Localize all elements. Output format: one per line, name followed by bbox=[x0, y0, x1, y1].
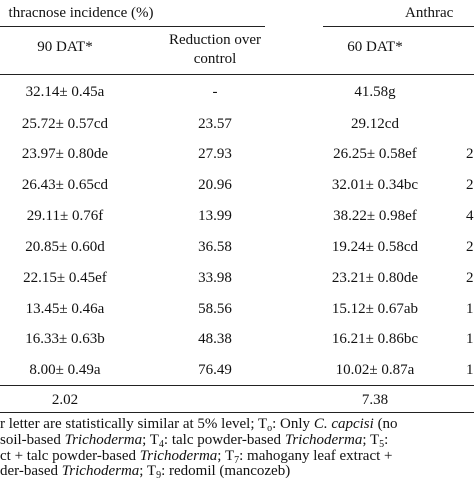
cell-clipped: 2 bbox=[466, 239, 474, 255]
column-header-reduction-line1: Reduction over bbox=[168, 32, 262, 48]
footnote-line-2: soil-based Trichoderma; T4: talc powder-… bbox=[0, 432, 389, 450]
footnote-italic: Trichoderma bbox=[61, 463, 140, 479]
cell-60-dat: 23.21± 0.80de bbox=[331, 270, 419, 286]
cell-60-dat: 19.24± 0.58cd bbox=[331, 239, 419, 255]
cell-reduction: 36.58 bbox=[198, 239, 232, 255]
footnote-line-3: ct + talc powder-based Trichoderma; T7: … bbox=[0, 448, 393, 466]
cell-60-dat: 15.12± 0.67ab bbox=[331, 301, 419, 317]
cell-reduction: 76.49 bbox=[198, 362, 232, 378]
cell-reduction: 20.96 bbox=[198, 177, 232, 193]
footnote-text: soil-based bbox=[0, 432, 65, 448]
cell-60-dat: 10.02± 0.87a bbox=[335, 362, 415, 378]
lsd-90-dat: 2.02 bbox=[51, 392, 79, 408]
footnote-italic: Trichoderma bbox=[64, 432, 143, 448]
footnote-line-4: der-based Trichoderma; T9: redomil (manc… bbox=[0, 463, 291, 481]
cell-60-dat: 38.22± 0.98ef bbox=[333, 208, 417, 224]
cell-90-dat: 20.85± 0.60d bbox=[25, 239, 105, 255]
footnote-italic: Trichoderma bbox=[139, 448, 218, 464]
cell-90-dat: 23.97± 0.80de bbox=[21, 146, 109, 162]
bottom-rule bbox=[0, 412, 474, 413]
body-rule bbox=[0, 385, 474, 386]
footnote-text: : redomil (mancozeb) bbox=[161, 463, 291, 479]
footnote-line-1: r letter are statistically similar at 5%… bbox=[0, 416, 398, 434]
footnote-subscript: 7 bbox=[234, 455, 240, 466]
cell-90-dat: 25.72± 0.57cd bbox=[21, 116, 109, 132]
cell-60-dat: 29.12cd bbox=[351, 116, 399, 132]
column-header-reduction-line2: control bbox=[193, 51, 237, 67]
footnote-italic: Trichoderma bbox=[284, 432, 363, 448]
cell-reduction: - bbox=[212, 84, 218, 100]
column-header-60-dat: 60 DAT* bbox=[347, 39, 403, 55]
header-rule bbox=[0, 74, 474, 75]
cell-90-dat: 26.43± 0.65cd bbox=[21, 177, 109, 193]
cell-90-dat: 29.11± 0.76f bbox=[26, 208, 104, 224]
cell-reduction: 48.38 bbox=[198, 331, 232, 347]
cell-60-dat: 32.01± 0.34bc bbox=[331, 177, 419, 193]
footnote-text: : mahogany leaf extract + bbox=[239, 448, 393, 464]
footnote-text: (no bbox=[373, 416, 398, 432]
footnote-text: der-based bbox=[0, 463, 62, 479]
cell-reduction: 23.57 bbox=[198, 116, 232, 132]
group-underline-right bbox=[323, 26, 474, 27]
cell-reduction: 58.56 bbox=[198, 301, 232, 317]
cell-clipped: 2 bbox=[466, 177, 474, 193]
footnote-subscript: o bbox=[267, 423, 273, 434]
cell-clipped: 1 bbox=[466, 331, 474, 347]
cell-90-dat: 8.00± 0.49a bbox=[29, 362, 101, 378]
footnote-text: : Only bbox=[272, 416, 314, 432]
footnote-text: ; T bbox=[139, 463, 157, 479]
cell-90-dat: 32.14± 0.45a bbox=[25, 84, 105, 100]
cell-90-dat: 16.33± 0.63b bbox=[25, 331, 105, 347]
footnote-text: ; T bbox=[362, 432, 380, 448]
cell-60-dat: 41.58g bbox=[354, 84, 396, 100]
footnote-text: ct + talc powder-based bbox=[0, 448, 140, 464]
footnote-text: ; T bbox=[142, 432, 159, 448]
cell-reduction: 27.93 bbox=[198, 146, 232, 162]
cell-clipped: 4 bbox=[466, 208, 474, 224]
footnote-text: ; T bbox=[217, 448, 235, 464]
cell-reduction: 33.98 bbox=[198, 270, 232, 286]
cell-90-dat: 13.45± 0.46a bbox=[25, 301, 105, 317]
column-header-90-dat: 90 DAT* bbox=[37, 39, 93, 55]
group-header-right: Anthrac bbox=[405, 5, 454, 21]
cell-clipped: 1 bbox=[466, 301, 474, 317]
cell-90-dat: 22.15± 0.45ef bbox=[23, 270, 107, 286]
cell-clipped: 2 bbox=[466, 270, 474, 286]
group-header-left: thracnose incidence (%) bbox=[8, 5, 154, 21]
cell-60-dat: 16.21± 0.86bc bbox=[331, 331, 419, 347]
footnote-text: : talc powder-based bbox=[163, 432, 285, 448]
footnote-italic: C. capcisi bbox=[313, 416, 374, 432]
cell-reduction: 13.99 bbox=[198, 208, 232, 224]
cell-clipped: 2 bbox=[466, 146, 474, 162]
cell-clipped: 1 bbox=[466, 362, 474, 378]
footnote-text: : bbox=[384, 432, 389, 448]
footnote-text: r letter are statistically similar at 5%… bbox=[0, 416, 268, 432]
footnote-subscript: 4 bbox=[158, 439, 164, 450]
footnote-subscript: 5 bbox=[379, 439, 385, 450]
cell-60-dat: 26.25± 0.58ef bbox=[333, 146, 417, 162]
group-underline-left bbox=[0, 26, 265, 27]
lsd-60-dat: 7.38 bbox=[361, 392, 389, 408]
